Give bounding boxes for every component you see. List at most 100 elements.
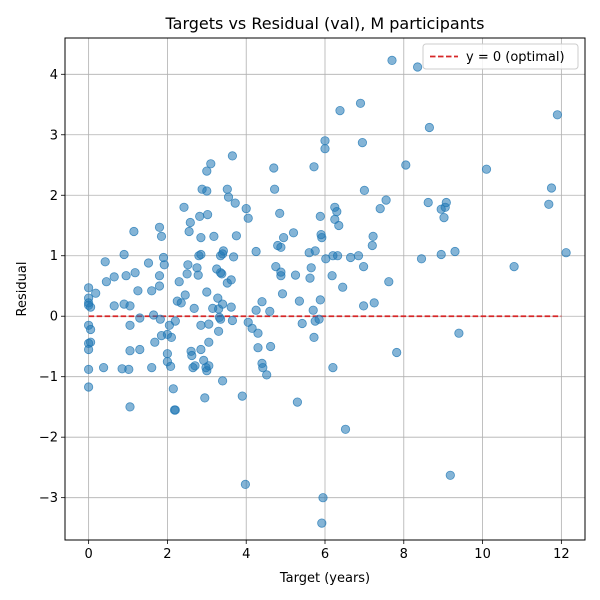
- data-point: [226, 302, 236, 312]
- y-tick-label: −1: [39, 370, 58, 385]
- data-point: [168, 384, 178, 394]
- data-point: [121, 271, 131, 281]
- data-point: [412, 62, 423, 72]
- data-point: [450, 246, 460, 257]
- data-point: [253, 328, 263, 338]
- data-point: [187, 350, 197, 361]
- data-point: [86, 302, 96, 312]
- data-point: [257, 297, 267, 307]
- data-point: [441, 197, 451, 208]
- data-point: [340, 424, 351, 434]
- data-point: [166, 332, 176, 342]
- data-point: [159, 260, 169, 270]
- data-point: [180, 290, 190, 300]
- data-point: [84, 283, 94, 293]
- data-point: [309, 332, 319, 342]
- data-point: [275, 208, 285, 218]
- data-point: [359, 185, 369, 195]
- data-point: [345, 252, 356, 263]
- data-point: [544, 199, 554, 209]
- data-point: [288, 228, 299, 238]
- data-point: [315, 211, 325, 221]
- data-point: [190, 361, 200, 371]
- x-tick-label: 6: [321, 547, 329, 562]
- x-tick-label: 12: [553, 547, 570, 562]
- data-point: [269, 163, 279, 173]
- data-point: [200, 393, 210, 403]
- data-point: [276, 271, 286, 281]
- data-point: [251, 246, 261, 257]
- x-tick-label: 8: [400, 547, 408, 562]
- data-point: [170, 316, 180, 326]
- data-point: [320, 144, 330, 154]
- data-point: [439, 213, 449, 223]
- data-point: [185, 217, 195, 228]
- data-point: [154, 222, 165, 232]
- data-point: [135, 344, 145, 355]
- data-point: [240, 479, 250, 489]
- data-point: [213, 293, 223, 303]
- data-point: [251, 305, 261, 315]
- data-point: [278, 233, 289, 243]
- legend: y = 0 (optimal): [422, 43, 579, 70]
- x-tick-label: 2: [163, 547, 171, 562]
- data-point: [179, 202, 189, 212]
- data-point: [334, 220, 344, 231]
- data-points: [84, 55, 571, 528]
- data-point: [368, 231, 378, 241]
- data-point: [214, 326, 224, 336]
- y-tick-label: 3: [50, 128, 58, 143]
- data-point: [206, 159, 216, 169]
- y-tick-label: 0: [50, 310, 58, 325]
- x-tick-label: 4: [242, 547, 250, 562]
- data-point: [317, 233, 327, 243]
- data-point: [353, 251, 364, 261]
- data-point: [424, 122, 434, 133]
- data-point: [166, 361, 176, 371]
- legend-box: [422, 43, 579, 70]
- data-point: [327, 271, 337, 281]
- data-point: [416, 254, 427, 264]
- data-point: [174, 277, 184, 287]
- data-point: [100, 257, 110, 267]
- data-point: [387, 55, 397, 66]
- y-tick-label: 4: [50, 68, 58, 83]
- data-point: [401, 160, 411, 170]
- y-axis-label: Residual: [15, 262, 30, 317]
- data-point: [367, 240, 377, 251]
- data-point: [277, 289, 288, 299]
- y-tick-label: 1: [50, 249, 58, 264]
- data-point: [328, 362, 338, 373]
- data-point: [381, 195, 391, 205]
- data-point: [305, 273, 315, 283]
- x-tick-label: 10: [474, 547, 491, 562]
- data-point: [209, 231, 219, 241]
- data-point: [189, 303, 199, 313]
- data-point: [357, 138, 367, 148]
- data-point: [202, 186, 212, 196]
- data-point: [162, 349, 172, 359]
- data-point: [392, 347, 402, 358]
- data-point: [308, 305, 318, 315]
- data-point: [262, 370, 272, 380]
- data-point: [258, 362, 268, 373]
- data-point: [154, 281, 165, 291]
- data-point: [253, 343, 263, 353]
- data-point: [170, 405, 180, 415]
- data-point: [218, 299, 228, 309]
- data-point: [454, 328, 464, 338]
- data-point: [230, 198, 240, 208]
- data-point: [423, 197, 433, 208]
- data-point: [154, 271, 165, 281]
- data-point: [125, 320, 135, 330]
- data-point: [99, 362, 109, 373]
- data-point: [218, 249, 228, 259]
- data-point: [193, 270, 203, 280]
- data-point: [292, 397, 302, 407]
- data-point: [91, 288, 101, 298]
- data-point: [156, 231, 167, 241]
- data-point: [561, 248, 571, 258]
- data-point: [229, 252, 239, 262]
- data-point: [119, 249, 129, 260]
- data-point: [150, 337, 160, 347]
